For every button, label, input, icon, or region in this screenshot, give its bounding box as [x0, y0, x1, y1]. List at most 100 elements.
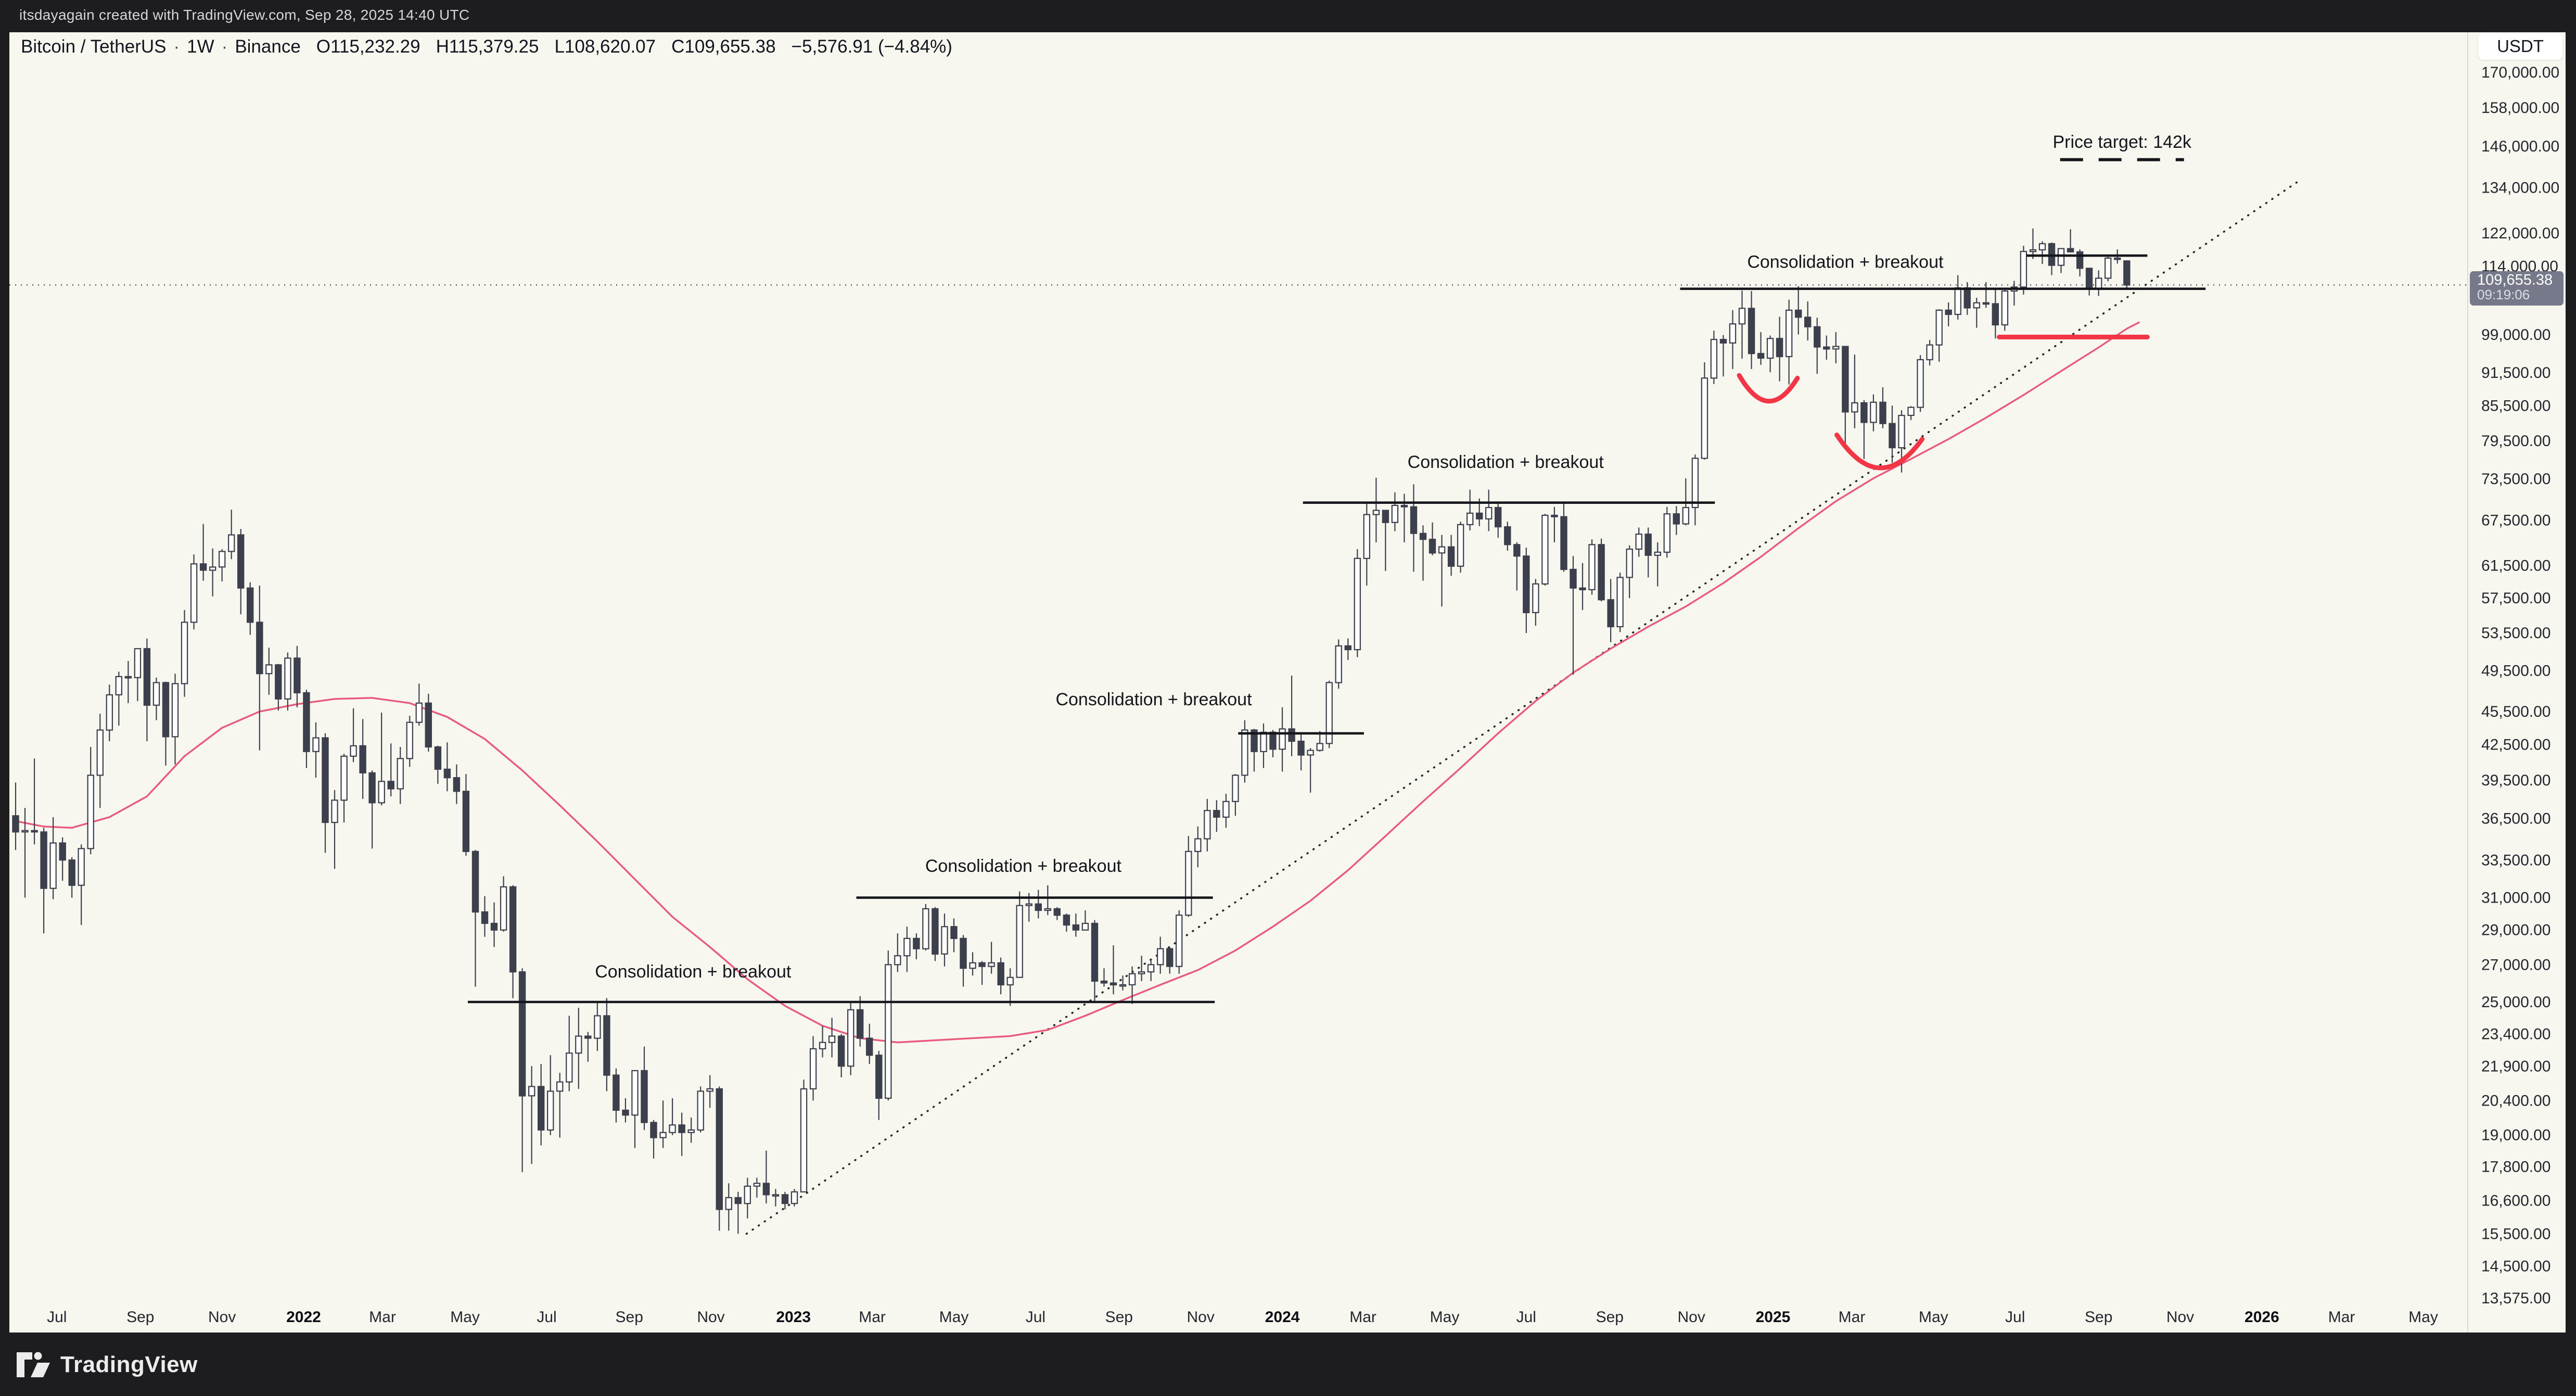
moving-average-line — [15, 321, 2140, 1044]
candle-down — [1814, 326, 1821, 348]
candle-down — [1344, 645, 1351, 651]
candle-down — [537, 1086, 545, 1131]
candle-down — [1419, 532, 1427, 540]
price-axis-label: 85,500.00 — [2481, 397, 2551, 414]
candle-up — [1176, 915, 1183, 967]
candle-down — [2067, 248, 2074, 253]
time-axis-label: Sep — [616, 1309, 643, 1326]
time-axis-label: 2023 — [776, 1309, 811, 1326]
candle-up — [1682, 506, 1689, 525]
candle-up — [1541, 514, 1549, 585]
annotation-text[interactable]: Consolidation + breakout — [925, 856, 1122, 876]
interval-label[interactable]: 1W — [187, 36, 214, 57]
candle-up — [331, 799, 338, 823]
tradingview-logo-icon — [17, 1352, 50, 1377]
price-axis-label: 79,500.00 — [2481, 433, 2551, 450]
candle-up — [2029, 249, 2037, 252]
price-axis-label: 33,500.00 — [2481, 852, 2551, 869]
candle-up — [21, 830, 29, 833]
candle-down — [1823, 346, 1830, 350]
candle-up — [1485, 506, 1493, 519]
symbol-header[interactable]: Bitcoin / TetherUS · 1W · Binance O115,232.29… — [21, 36, 952, 57]
candle-up — [209, 566, 216, 571]
symbol-name[interactable]: Bitcoin / TetherUS — [21, 36, 167, 57]
price-axis[interactable]: 170,000.00 158,000.00 146,000.00 134,000.00… — [2481, 64, 2559, 1307]
support-resistance-lines[interactable] — [468, 158, 2206, 1004]
candle-down — [1607, 599, 1614, 628]
candle-down — [1495, 506, 1502, 528]
tradingview-wordmark: TradingView — [60, 1352, 198, 1377]
candle-up — [1691, 458, 1699, 509]
time-axis-label: 2024 — [1265, 1309, 1300, 1326]
time-axis-label: May — [2408, 1309, 2438, 1326]
annotation-text[interactable]: Consolidation + breakout — [1055, 690, 1252, 709]
candle-up — [819, 1042, 826, 1049]
candle-down — [1963, 287, 1971, 309]
time-axis-label: Mar — [1349, 1309, 1376, 1326]
time-axis-label: Jul — [2005, 1309, 2025, 1326]
ohlc-open: O115,232.29 — [316, 36, 420, 57]
candle-up — [1729, 323, 1737, 344]
candle-up — [575, 1035, 582, 1054]
candle-up — [594, 1015, 601, 1039]
candle-up — [1954, 287, 1961, 315]
exchange-label: Binance — [235, 36, 301, 57]
annotation-text[interactable]: Consolidation + breakout — [1408, 452, 1604, 472]
annotation-text[interactable]: Consolidation + breakout — [595, 962, 792, 982]
time-axis-label: Mar — [1839, 1309, 1866, 1326]
candle-up — [885, 964, 892, 1099]
candle-down — [1269, 731, 1277, 750]
candle-up — [809, 1048, 817, 1090]
candle-down — [1523, 555, 1530, 614]
time-axis[interactable]: Jul Sep Nov 2022 Mar May Jul Sep Nov 2023 Mar May Ju… — [47, 1309, 2438, 1326]
candle-up — [106, 694, 113, 731]
time-axis-label: Sep — [2085, 1309, 2112, 1326]
candle-up — [1025, 903, 1032, 906]
candle-down — [518, 971, 526, 1097]
candle-down — [856, 1009, 864, 1039]
highlight-arcs[interactable] — [1737, 373, 1925, 471]
candle-up — [903, 937, 911, 957]
trendline-drawing[interactable] — [745, 180, 2301, 1235]
higher-low-arc[interactable] — [1737, 373, 1800, 404]
candle-down — [913, 937, 920, 949]
candlestick-series[interactable] — [12, 229, 2131, 1234]
time-axis-label: 2022 — [286, 1309, 321, 1326]
candle-down — [1251, 729, 1258, 752]
candle-down — [1795, 309, 1802, 318]
candle-down — [613, 1074, 620, 1111]
last-price-value: 109,655.38 — [2477, 272, 2553, 288]
time-axis-label: May — [939, 1309, 969, 1326]
price-axis-label: 45,500.00 — [2481, 703, 2551, 720]
candle-down — [1551, 514, 1558, 517]
candle-down — [1288, 728, 1295, 742]
candle-up — [753, 1183, 761, 1187]
annotation-text[interactable]: Consolidation + breakout — [1747, 252, 1944, 272]
price-axis-label: 134,000.00 — [2481, 180, 2559, 197]
candle-down — [1400, 504, 1408, 507]
candle-up — [228, 534, 235, 552]
candle-up — [969, 962, 976, 969]
candle-up — [725, 1197, 732, 1210]
candle-up — [1701, 377, 1708, 459]
candle-up — [415, 702, 423, 723]
candle-up — [78, 848, 85, 886]
candle-down — [59, 842, 66, 861]
candle-up — [1307, 750, 1314, 756]
candle-down — [1429, 539, 1436, 554]
candle-up — [1222, 801, 1230, 818]
candle-up — [1973, 302, 1980, 309]
candle-down — [1072, 924, 1080, 931]
candle-down — [1879, 401, 1886, 424]
higher-low-arc[interactable] — [1834, 433, 1925, 471]
candle-up — [697, 1090, 704, 1131]
annotation-text[interactable]: Price target: 142k — [2052, 132, 2191, 152]
annotation-labels[interactable]: Consolidation + breakout Consolidation + … — [595, 132, 2192, 982]
candle-up — [265, 664, 273, 675]
candle-down — [997, 962, 1004, 986]
candle-up — [397, 758, 404, 790]
candle-down — [2114, 257, 2121, 260]
time-axis-label: Sep — [126, 1309, 154, 1326]
candle-up — [134, 648, 142, 678]
